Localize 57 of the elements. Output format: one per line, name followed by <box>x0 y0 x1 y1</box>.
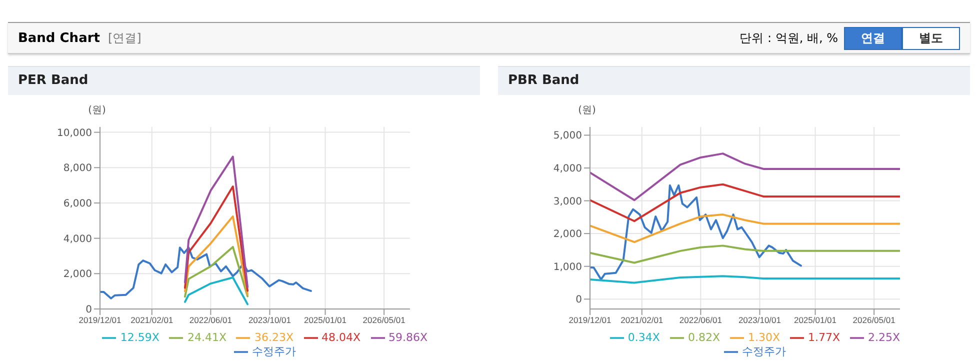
line-series <box>590 275 900 284</box>
y-tick-label: 10,000 <box>57 128 92 139</box>
y-tick-label: 8,000 <box>63 163 92 174</box>
line-series <box>590 152 900 202</box>
x-tick-label: 2023/10/01 <box>738 315 782 326</box>
y-tick-label: 5,000 <box>553 130 582 142</box>
x-tick-label: 2026/05/01 <box>852 315 896 326</box>
y-tick-label: 1,000 <box>553 262 582 273</box>
line-series <box>590 184 802 280</box>
y-tick-label: 6,000 <box>63 198 92 210</box>
line-series <box>184 246 249 298</box>
text: Band Chart <box>18 30 100 46</box>
x-tick-label: 2021/02/01 <box>620 315 664 326</box>
text: 단위 : 억원, 배, % <box>740 30 838 46</box>
legend-label: 수정주가 <box>742 345 786 358</box>
x-tick-label: 2025/01/01 <box>304 315 347 326</box>
y-tick-label: 4,000 <box>553 164 582 175</box>
legend-label: 0.82X <box>688 330 720 344</box>
legend-label: 48.04X <box>322 330 361 344</box>
legend-label: 수정주가 <box>252 345 296 358</box>
legend-label: 24.41X <box>187 330 226 344</box>
x-tick-label: 2023/10/01 <box>248 315 292 326</box>
line-series <box>184 186 249 292</box>
x-tick-label: 2025/01/01 <box>794 315 837 326</box>
legend-label: 1.77X <box>808 330 840 344</box>
x-tick-label: 2019/12/01 <box>568 315 612 326</box>
y-tick-label: 0 <box>86 304 92 316</box>
legend-label: 59.86X <box>388 330 428 344</box>
line-series <box>184 215 249 296</box>
text: [연결] <box>108 30 142 46</box>
y-tick-label: 2,000 <box>553 229 582 240</box>
legend-label: 1.30X <box>748 330 780 344</box>
legend-label: 2.25X <box>868 330 900 344</box>
x-tick-label: 2021/02/01 <box>130 315 174 326</box>
line-series <box>184 276 249 306</box>
line-series <box>100 246 312 300</box>
line-series <box>184 156 249 288</box>
chart-title: PER Band <box>8 66 480 95</box>
legend-label: 12.59X <box>120 330 160 344</box>
legend-label: 36.23X <box>254 330 294 344</box>
y-tick-label: 2,000 <box>63 269 92 280</box>
chart-title: PBR Band <box>498 66 970 95</box>
x-tick-label: 2019/12/01 <box>78 315 122 326</box>
x-tick-label: 2022/06/01 <box>189 315 232 326</box>
y-axis-title: (원) <box>88 105 106 116</box>
y-tick-label: 0 <box>576 294 582 306</box>
legend-label: 0.34X <box>628 330 660 344</box>
line-series <box>590 183 900 222</box>
line-series <box>590 244 900 264</box>
x-tick-label: 2022/06/01 <box>679 315 722 326</box>
y-tick-label: 4,000 <box>63 234 92 245</box>
line-series <box>590 214 900 244</box>
y-tick-label: 3,000 <box>553 196 582 208</box>
text: 연결 <box>844 26 902 50</box>
y-axis-title: (원) <box>578 105 596 116</box>
text: 별도 <box>902 26 960 50</box>
x-tick-label: 2026/05/01 <box>362 315 406 326</box>
